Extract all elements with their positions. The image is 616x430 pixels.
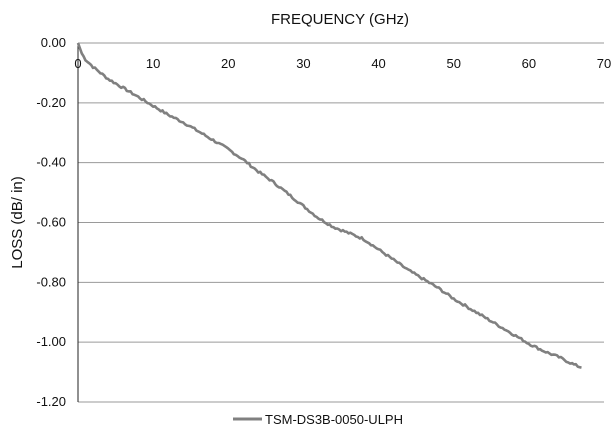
- gridlines: [78, 42, 604, 403]
- y-tick-label-2: -0.40: [36, 155, 66, 170]
- y-tick-label-4: -0.80: [36, 274, 66, 289]
- x-tick-label-5: 50: [446, 56, 460, 71]
- x-tick-label-2: 20: [221, 56, 235, 71]
- series-line-0: [76, 42, 582, 369]
- x-tick-label-4: 40: [371, 56, 385, 71]
- y-tick-label-3: -0.60: [36, 215, 66, 230]
- legend: TSM-DS3B-0050-ULPH: [233, 412, 403, 427]
- x-tick-label-6: 60: [522, 56, 536, 71]
- x-tick-label-3: 30: [296, 56, 310, 71]
- y-axis-title: LOSS (dB/ in): [9, 176, 26, 269]
- x-tick-label-1: 10: [146, 56, 160, 71]
- y-tick-label-5: -1.00: [36, 334, 66, 349]
- x-tick-label-7: 70: [597, 56, 611, 71]
- y-tick-label-6: -1.20: [36, 394, 66, 409]
- y-tick-label-0: 0.00: [41, 35, 66, 50]
- x-axis-title: FREQUENCY (GHz): [271, 11, 409, 28]
- series-layer: [76, 42, 582, 369]
- y-tick-labels: 0.00 -0.20 -0.40 -0.60 -0.80 -1.00 -1.20: [36, 35, 66, 409]
- legend-label: TSM-DS3B-0050-ULPH: [265, 412, 403, 427]
- x-tick-labels: 0 10 20 30 40 50 60 70: [74, 56, 611, 71]
- x-tick-label-0: 0: [74, 56, 81, 71]
- y-tick-label-1: -0.20: [36, 95, 66, 110]
